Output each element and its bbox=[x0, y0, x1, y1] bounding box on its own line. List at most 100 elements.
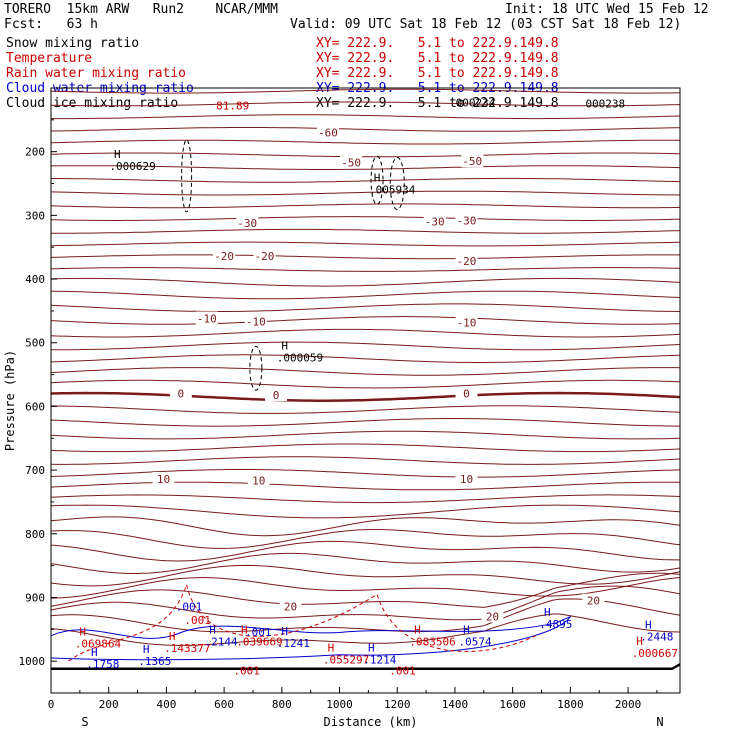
isotherm-label-bg bbox=[236, 216, 259, 230]
maximum-marker: H bbox=[374, 172, 381, 185]
cloud-ice-contour bbox=[370, 155, 384, 205]
maximum-value-label: .001 bbox=[184, 614, 211, 627]
isotherm-line bbox=[50, 216, 681, 221]
maximum-marker: H bbox=[368, 642, 375, 655]
isotherm-line bbox=[50, 552, 681, 574]
isotherm-label-bg bbox=[253, 249, 276, 263]
isotherm-label: -20 bbox=[214, 250, 234, 263]
maximum-value-label: .001 bbox=[176, 601, 203, 614]
x-tick-label: 1800 bbox=[557, 698, 584, 711]
isotherm-label: -50 bbox=[462, 155, 482, 168]
isotherm-label: 0 bbox=[178, 388, 185, 401]
isotherm-label-bg bbox=[195, 311, 218, 325]
legend-snow-label: Snow mixing ratio bbox=[6, 36, 140, 51]
legend-snow-xy: XY= 222.9. 5.1 to 222.9.149.8 bbox=[316, 36, 559, 51]
legend-temperature-label: Temperature bbox=[6, 51, 93, 66]
isotherm-line bbox=[50, 577, 681, 599]
plot-border bbox=[50, 87, 681, 694]
maximum-value-label: .1241 bbox=[277, 637, 310, 650]
isotherm-line bbox=[50, 101, 681, 107]
isotherm-label: 10 bbox=[252, 474, 265, 487]
isotherm-label-bg bbox=[455, 472, 478, 486]
isotherm-label-bg bbox=[455, 315, 478, 329]
maximum-marker: H bbox=[114, 148, 121, 161]
isotherm-line bbox=[50, 139, 681, 145]
y-tick-label: 400 bbox=[25, 273, 45, 286]
isotherm-line bbox=[50, 585, 681, 621]
isotherm-line bbox=[51, 341, 681, 351]
south-end-label: S bbox=[81, 715, 88, 729]
isotherm-line bbox=[50, 540, 680, 562]
isotherm-lines bbox=[50, 88, 681, 646]
figure-title: TORERO 15km ARW Run2 NCAR/MMM bbox=[4, 2, 278, 17]
maximum-value-label: .1365 bbox=[138, 655, 171, 668]
maximum-marker: H bbox=[241, 624, 248, 637]
maximum-value-label: .2144 bbox=[205, 636, 238, 649]
isotherm-line bbox=[50, 613, 681, 646]
isotherm-line bbox=[50, 391, 681, 402]
x-tick-label: 1000 bbox=[326, 698, 353, 711]
isotherm-line bbox=[50, 303, 681, 312]
isotherm-label-bg bbox=[455, 386, 478, 400]
isotherm-label: 0 bbox=[463, 388, 470, 401]
x-tick-label: 400 bbox=[156, 698, 176, 711]
isotherm-label: -30 bbox=[425, 216, 445, 229]
isotherm-line bbox=[50, 114, 681, 120]
legend-cloud-ice-xy: XY= 222.9. 5.1 to 222.9.149.8 bbox=[316, 96, 559, 111]
maximum-value-label: .001 bbox=[233, 664, 260, 677]
x-tick-label: 1400 bbox=[442, 698, 469, 711]
isotherm-line bbox=[50, 494, 681, 504]
isotherm-label: -20 bbox=[457, 255, 477, 268]
isotherm-line bbox=[50, 443, 681, 453]
isotherm-label: -10 bbox=[197, 313, 217, 326]
isotherm-label: 20 bbox=[284, 600, 297, 613]
isotherm-label: -50 bbox=[341, 157, 361, 170]
cloud-ice-contour bbox=[389, 157, 405, 211]
init-time: Init: 18 UTC Wed 15 Feb 12 bbox=[505, 2, 709, 17]
legend-cloud-ice-label: Cloud ice mixing ratio bbox=[6, 96, 179, 111]
maximum-value-label: 000234 bbox=[456, 96, 496, 109]
cloud-ice-contour bbox=[249, 345, 263, 391]
y-tick-label: 500 bbox=[25, 337, 45, 350]
maximum-value-label: .000667 bbox=[632, 647, 678, 660]
isotherm-line bbox=[50, 241, 681, 247]
maximum-marker: H bbox=[636, 635, 643, 648]
y-tick-label: 900 bbox=[25, 591, 45, 604]
rain-water-contour bbox=[68, 582, 536, 662]
maximum-value-label: 81.89 bbox=[216, 99, 249, 112]
maximum-value-label: .083506 bbox=[409, 636, 455, 649]
maximum-value-label: .005934 bbox=[369, 184, 416, 197]
y-tick-label: 700 bbox=[25, 464, 45, 477]
isotherm-line bbox=[50, 418, 680, 427]
maximum-value-label: 000238 bbox=[585, 98, 625, 111]
isotherm-line bbox=[50, 190, 681, 196]
isotherm-label-bg bbox=[265, 387, 288, 401]
isotherm-label: 20 bbox=[486, 611, 499, 624]
x-tick-label: 2000 bbox=[615, 698, 642, 711]
isotherm-line bbox=[50, 481, 680, 491]
legend-temperature-xy: XY= 222.9. 5.1 to 222.9.149.8 bbox=[316, 51, 559, 66]
isotherm-line bbox=[50, 354, 681, 363]
isotherm-line bbox=[50, 504, 681, 519]
isotherm-line bbox=[50, 529, 681, 549]
isotherm-line bbox=[50, 267, 681, 272]
legend-rain-label: Rain water mixing ratio bbox=[6, 66, 187, 81]
isotherm-line bbox=[50, 88, 681, 94]
isotherm-line bbox=[50, 430, 681, 440]
isotherm-label-bg bbox=[582, 593, 605, 607]
isotherm-line bbox=[50, 328, 681, 338]
x-axis-label: Distance (km) bbox=[324, 715, 418, 729]
isotherm-label-bg bbox=[481, 609, 504, 623]
isotherm-line bbox=[50, 516, 681, 537]
isotherm-label-bg bbox=[213, 249, 236, 263]
y-axis-label: Pressure (hPa) bbox=[3, 350, 17, 451]
maximum-marker: H bbox=[79, 626, 86, 639]
maximum-value-label: .001 bbox=[389, 664, 416, 677]
maximum-value-label: .055297 bbox=[323, 654, 369, 667]
maximum-value-label: .4895 bbox=[539, 618, 572, 631]
isotherm-line bbox=[50, 254, 680, 260]
y-tick-label: 200 bbox=[25, 146, 45, 159]
cloud-water-contour bbox=[50, 615, 572, 661]
